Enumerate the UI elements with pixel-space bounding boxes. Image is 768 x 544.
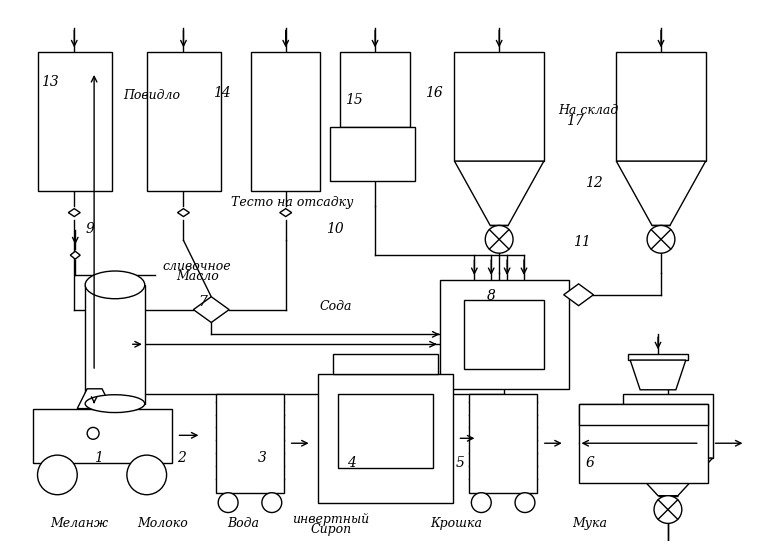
Text: 13: 13 (41, 76, 59, 89)
Text: Меланж: Меланж (50, 517, 108, 530)
Circle shape (515, 493, 535, 512)
Bar (147, 52, 221, 191)
Text: 2: 2 (177, 451, 187, 465)
Text: 3: 3 (257, 451, 266, 465)
Bar (578, 404, 707, 483)
Text: Сода: Сода (319, 300, 353, 313)
Circle shape (38, 455, 78, 494)
Text: 6: 6 (585, 456, 594, 470)
Bar (38, 52, 112, 191)
Text: 8: 8 (486, 289, 495, 303)
Text: Крошка: Крошка (430, 517, 482, 530)
Text: 9: 9 (86, 222, 95, 236)
Bar (333, 354, 438, 374)
Ellipse shape (85, 271, 144, 299)
Text: Масло: Масло (176, 270, 219, 283)
Polygon shape (455, 161, 544, 225)
Bar (616, 52, 706, 161)
Polygon shape (616, 161, 706, 225)
Text: Вода: Вода (227, 517, 259, 530)
Bar (32, 409, 171, 463)
Circle shape (262, 493, 282, 512)
Circle shape (647, 225, 675, 253)
Text: 14: 14 (214, 86, 231, 100)
Polygon shape (68, 209, 80, 217)
Polygon shape (71, 251, 80, 259)
Text: Повидло: Повидло (123, 89, 180, 102)
Text: сливочное: сливочное (163, 260, 231, 273)
Circle shape (87, 428, 99, 439)
Bar (469, 394, 537, 493)
Bar (578, 404, 707, 425)
Bar (455, 52, 544, 161)
Bar (628, 354, 688, 360)
Text: 16: 16 (425, 86, 442, 100)
Text: Молоко: Молоко (137, 517, 188, 530)
Bar (465, 300, 544, 369)
Text: Тесто на отсадку: Тесто на отсадку (231, 195, 354, 208)
Text: 11: 11 (574, 236, 591, 249)
Polygon shape (194, 296, 229, 323)
Ellipse shape (85, 395, 144, 412)
Text: 17: 17 (566, 114, 584, 128)
Text: 12: 12 (584, 176, 603, 190)
Bar (339, 394, 432, 468)
Bar (624, 394, 713, 458)
Circle shape (485, 225, 513, 253)
Polygon shape (177, 209, 190, 217)
Bar (439, 280, 568, 389)
Polygon shape (280, 209, 292, 217)
Polygon shape (564, 284, 594, 306)
Text: инвертный: инвертный (292, 513, 369, 526)
Bar (319, 374, 452, 503)
Text: 1: 1 (94, 451, 102, 465)
Circle shape (127, 455, 167, 494)
Text: Мука: Мука (572, 517, 607, 530)
Polygon shape (631, 360, 686, 390)
Text: 10: 10 (326, 222, 343, 236)
Circle shape (654, 496, 682, 523)
Polygon shape (78, 389, 112, 409)
Text: 5: 5 (455, 456, 465, 470)
Text: 15: 15 (345, 92, 362, 107)
Bar (85, 285, 144, 404)
Bar (217, 394, 283, 493)
Polygon shape (624, 458, 713, 496)
Bar (330, 127, 415, 181)
Bar (340, 52, 410, 127)
Text: На склад: На склад (558, 104, 618, 117)
Text: Сироп: Сироп (310, 523, 351, 536)
Text: 7: 7 (198, 295, 207, 308)
Bar (251, 52, 320, 191)
Circle shape (218, 493, 238, 512)
Circle shape (472, 493, 492, 512)
Text: 4: 4 (348, 456, 356, 470)
